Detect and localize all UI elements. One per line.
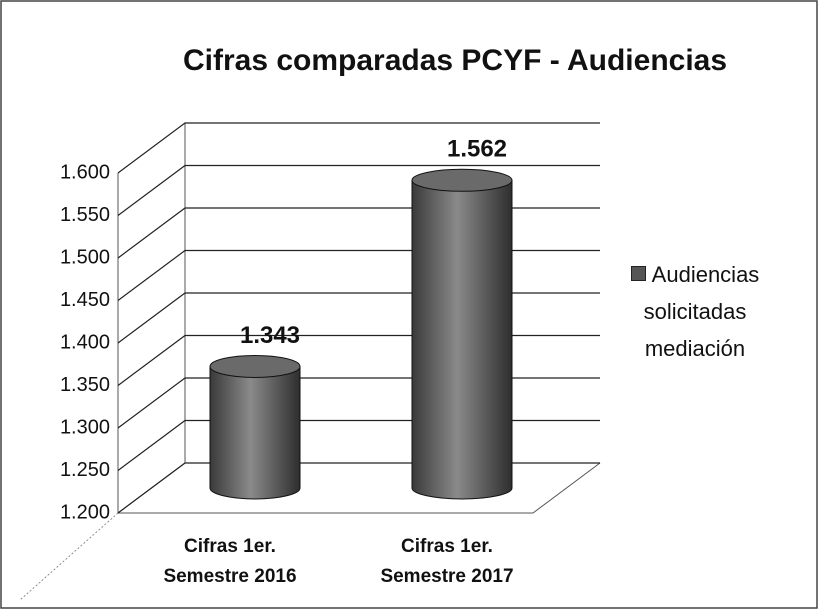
legend: Audiencias solicitadas mediación — [620, 256, 790, 367]
chart-title: Cifras comparadas PCYF - Audiencias — [183, 44, 727, 77]
floor — [118, 462, 601, 514]
y-tick-label: 1.600 — [60, 161, 110, 183]
x-tick-label: Cifras 1er. Semestre 2017 — [380, 536, 514, 587]
y-tick-label: 1.550 — [60, 204, 110, 226]
y-tick-label: 1.200 — [60, 501, 110, 523]
legend-entry: Audiencias solicitadas mediación — [620, 256, 770, 367]
y-tick-label: 1.450 — [60, 289, 110, 311]
y-tick-label: 1.350 — [60, 374, 110, 396]
bar — [411, 168, 513, 500]
bar-top — [411, 168, 513, 192]
depth-line — [19, 512, 119, 601]
bar — [209, 354, 301, 500]
grid-line — [117, 122, 600, 174]
x-tick-label: Cifras 1er. Semestre 2016 — [163, 536, 297, 587]
y-tick-label: 1.250 — [60, 459, 110, 481]
y-tick-label: 1.300 — [60, 416, 110, 438]
data-label: 1.562 — [447, 136, 507, 163]
bar-body — [411, 179, 513, 500]
legend-label: Audiencias solicitadas mediación — [643, 262, 760, 361]
grid-line — [117, 164, 600, 216]
y-tick-label: 1.400 — [60, 331, 110, 353]
data-label: 1.343 — [240, 322, 300, 349]
y-tick-label: 1.500 — [60, 246, 110, 268]
legend-swatch — [630, 266, 646, 281]
bar-body — [209, 365, 301, 500]
bar-top — [209, 354, 301, 378]
